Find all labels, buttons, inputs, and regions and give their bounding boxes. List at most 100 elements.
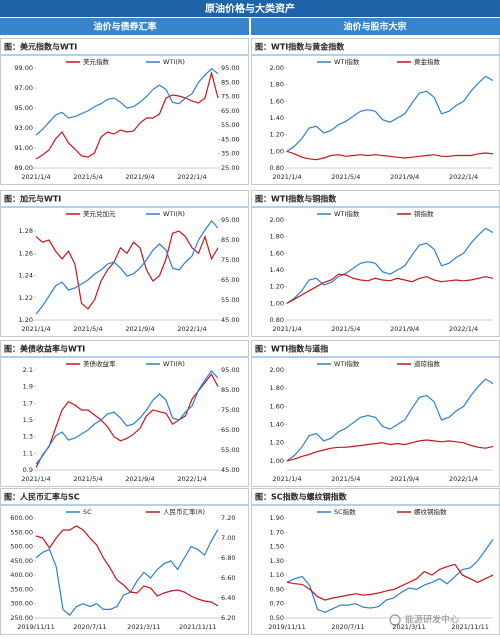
legend-label: SC指数: [334, 507, 356, 516]
y-tick-label: 1.20: [270, 131, 284, 139]
data-line: [286, 439, 494, 462]
y2-tick-label: 55.00: [221, 446, 240, 454]
x-tick-label: 2020/7/11: [331, 623, 364, 631]
x-tick-label: 2021/1/4: [272, 325, 301, 333]
y2-tick-label: 65.00: [221, 276, 240, 284]
panel: [0, 38, 249, 185]
legend-label: 美债收益率: [83, 359, 116, 368]
y-tick-label: 1.30: [270, 557, 284, 565]
y-tick-label: 0.90: [270, 585, 284, 593]
panel: [251, 488, 500, 635]
y2-tick-label: 85.00: [221, 78, 240, 86]
y-tick-label: 0.70: [270, 600, 284, 608]
y-tick-label: 1.00: [270, 299, 284, 307]
y2-tick-label: 35.00: [221, 150, 240, 158]
legend-label: 人民币汇率(R): [163, 507, 205, 516]
y-tick-label: 1.40: [270, 114, 284, 122]
y-tick-label: 1.80: [270, 384, 284, 392]
x-tick-label: 2021/1/4: [21, 325, 50, 333]
chart-title: 图：WTI指数与铜指数: [255, 194, 337, 204]
data-line: [35, 373, 219, 468]
x-tick-label: 2020/7/11: [73, 623, 106, 631]
y2-tick-label: 6.40: [221, 594, 235, 602]
x-tick-label: 2021/11/11: [451, 623, 488, 631]
y-tick-label: 2.00: [270, 64, 284, 72]
legend-label: 黄金指数: [414, 57, 441, 66]
y-tick-label: 1.80: [270, 233, 284, 241]
y-tick-label: 1.60: [270, 249, 284, 257]
y2-tick-label: 6.80: [221, 554, 235, 562]
x-tick-label: 2022/1/4: [177, 325, 206, 333]
x-tick-label: 2022/1/4: [177, 173, 206, 181]
y2-tick-label: 65.00: [221, 107, 240, 115]
y2-tick-label: 55.00: [221, 121, 240, 129]
x-tick-label: 2021/5/4: [331, 475, 360, 483]
panel: [0, 190, 249, 337]
x-tick-label: 2021/3/11: [127, 623, 160, 631]
y-tick-label: 1.90: [270, 514, 284, 522]
x-tick-label: 2021/5/4: [73, 325, 102, 333]
legend-label: 道琼指数: [414, 359, 441, 368]
legend-label: 螺纹钢指数: [414, 507, 447, 516]
data-line: [286, 563, 494, 601]
chart-title: 图：WTI指数与道指: [255, 344, 328, 354]
y-tick-label: 1.60: [270, 97, 284, 105]
data-line: [286, 378, 494, 462]
x-tick-label: 2021/1/4: [21, 475, 50, 483]
x-tick-label: 2021/5/4: [73, 173, 102, 181]
y-tick-label: 95.00: [14, 104, 33, 112]
data-line: [35, 529, 219, 616]
y2-tick-label: 6.60: [221, 574, 235, 582]
legend-label: WTI指数: [334, 209, 360, 218]
y2-tick-label: 7.00: [221, 534, 235, 542]
y-tick-label: 1.00: [270, 457, 284, 465]
y-tick-label: 1.50: [270, 543, 284, 551]
y-tick-label: 1.9: [23, 383, 33, 391]
x-tick-label: 2021/9/4: [125, 173, 154, 181]
data-line: [286, 539, 494, 613]
y2-tick-label: 25.00: [221, 164, 240, 172]
legend-label: WTI指数: [334, 359, 360, 368]
x-tick-label: 2021/1/4: [21, 173, 50, 181]
y-tick-label: 2.00: [270, 216, 284, 224]
x-tick-label: 2022/1/4: [449, 173, 478, 181]
y-tick-label: 550.00: [10, 528, 33, 536]
panel: [0, 340, 249, 487]
x-tick-label: 2021/11/11: [179, 623, 216, 631]
legend-label: 美元指数: [83, 57, 110, 66]
y2-tick-label: 85.00: [221, 386, 240, 394]
y-tick-label: 500.00: [10, 543, 33, 551]
y-tick-label: 1.10: [270, 571, 284, 579]
y2-tick-label: 65.00: [221, 426, 240, 434]
section-title: 油价与债券汇率: [93, 21, 156, 33]
y-tick-label: 2.00: [270, 366, 284, 374]
legend-label: WTI(R): [163, 58, 185, 66]
chart-title: 图：美债收益率与WTI: [4, 344, 85, 354]
watermark: 能源研发中心: [405, 614, 459, 626]
y-tick-label: 1.7: [23, 399, 33, 407]
chart-title: 图：WTI指数与黄金指数: [255, 42, 345, 52]
y-tick-label: 91.00: [14, 144, 33, 152]
legend-label: WTI指数: [334, 57, 360, 66]
panel: [0, 488, 249, 635]
page-title: 原油价格与大类资产: [205, 2, 295, 15]
y-tick-label: 93.00: [14, 124, 33, 132]
x-tick-label: 2021/9/4: [125, 475, 154, 483]
y-tick-label: 1.26: [19, 249, 33, 257]
y-tick-label: 1.20: [19, 316, 33, 324]
x-tick-label: 2021/5/4: [331, 173, 360, 181]
y-tick-label: 450.00: [10, 557, 33, 565]
y-tick-label: 1.5: [23, 416, 33, 424]
y-tick-label: 400.00: [10, 571, 33, 579]
logo: [389, 614, 401, 626]
y-tick-label: 0.80: [270, 316, 284, 324]
x-tick-label: 2022/1/4: [449, 325, 478, 333]
y-tick-label: 350.00: [10, 585, 33, 593]
data-line: [286, 75, 494, 152]
y-tick-label: 1.3: [23, 433, 33, 441]
legend-label: WTI(R): [163, 210, 185, 218]
data-line: [286, 150, 494, 161]
y2-tick-label: 75.00: [221, 256, 240, 264]
y-tick-label: 0.9: [23, 466, 33, 474]
data-line: [35, 370, 219, 465]
